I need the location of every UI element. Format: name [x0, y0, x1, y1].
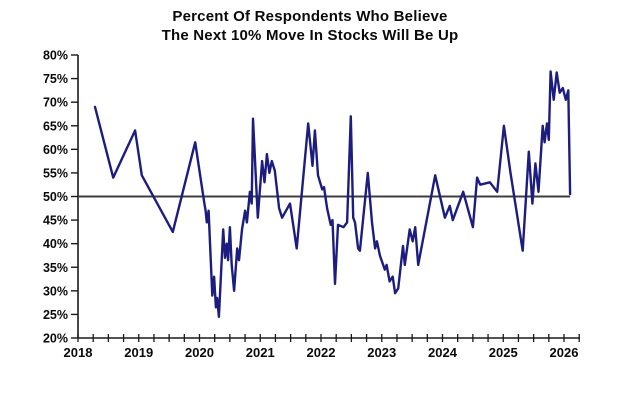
y-axis-tick-label: 60% [43, 143, 68, 157]
y-axis-tick-label: 50% [43, 190, 68, 204]
y-axis-tick-label: 80% [43, 49, 68, 63]
chart-title-line1: Percent Of Respondents Who Believe [172, 8, 447, 25]
x-axis-year-label: 2018 [64, 345, 93, 360]
x-axis: 2018 2019 2020 2021 2022 2023 2024 2025 2026 [64, 334, 580, 360]
y-axis-tick-label: 65% [43, 119, 68, 133]
x-axis-year-label: 2026 [550, 345, 579, 360]
x-axis-year-label: 2022 [307, 345, 336, 360]
x-axis-year-label: 2019 [124, 345, 153, 360]
sentiment-data-line [93, 70, 572, 318]
y-axis-tick-label: 40% [43, 237, 68, 251]
x-axis-year-label: 2023 [367, 345, 396, 360]
y-axis-tick-label: 45% [43, 214, 68, 228]
x-axis-year-label: 2025 [489, 345, 518, 360]
x-axis-year-label: 2024 [428, 345, 458, 360]
y-axis-tick-label: 75% [43, 72, 68, 86]
y-axis-tick-label: 35% [43, 261, 68, 275]
y-axis-tick-label: 55% [43, 166, 68, 180]
x-axis-year-label: 2021 [246, 345, 275, 360]
y-axis-tick-label: 25% [43, 308, 68, 322]
y-axis-tick-label: 20% [43, 332, 68, 346]
y-axis: 80% 75% 70% 65% 60% 55% 50% 45% 40% 35% 30% 25% 20% [43, 49, 79, 346]
y-axis-tick-label: 30% [43, 284, 68, 298]
y-axis-tick-label: 70% [43, 96, 68, 110]
chart-title-line2: The Next 10% Move In Stocks Will Be Up [162, 27, 459, 44]
x-axis-year-label: 2020 [185, 345, 214, 360]
